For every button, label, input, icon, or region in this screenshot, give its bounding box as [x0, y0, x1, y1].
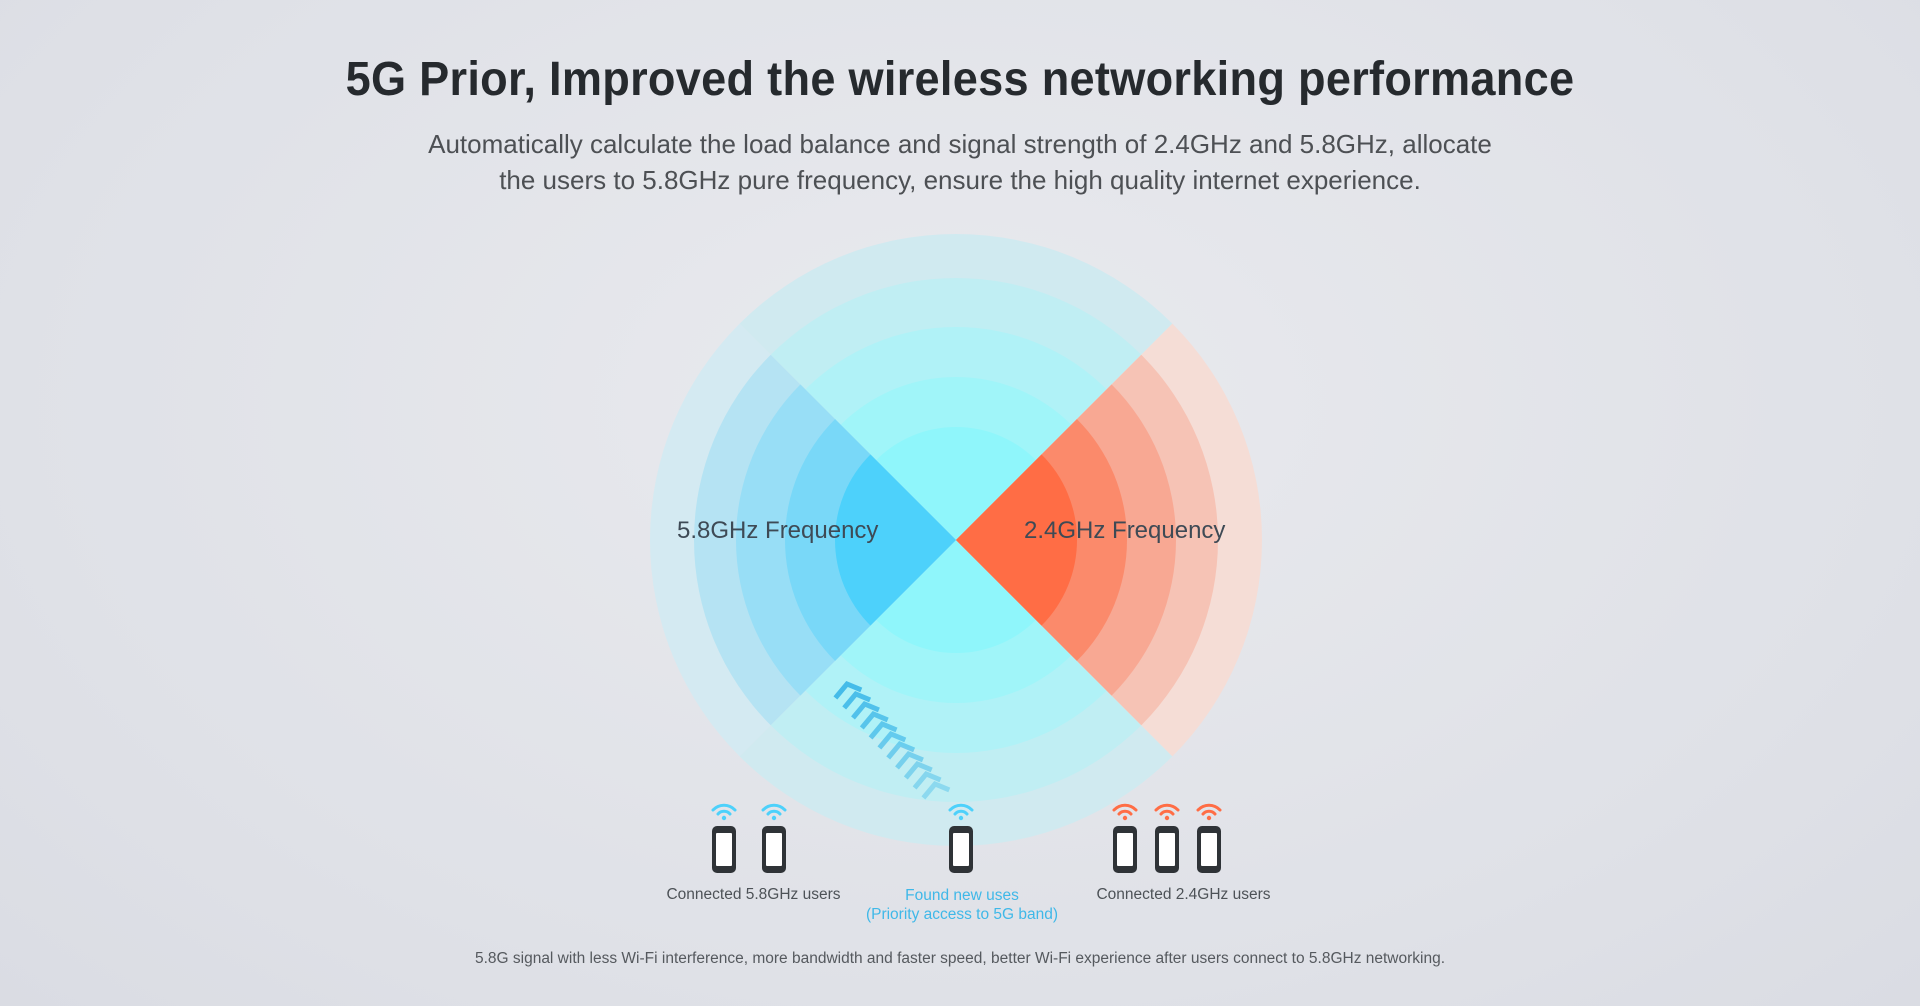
phone-icon: [1154, 803, 1180, 873]
label-24-frequency: 2.4GHz Frequency: [1024, 517, 1226, 544]
phone-icon: [711, 803, 737, 873]
subtitle-line-1: Automatically calculate the load balance…: [428, 129, 1492, 159]
chevron-icon: [877, 730, 907, 750]
phone-icon: [948, 803, 974, 873]
chevron-icon: [868, 720, 898, 740]
chevron-icon: [842, 690, 872, 710]
chevron-icon: [833, 680, 863, 700]
priority-arrow: [833, 680, 951, 800]
chevron-icon: [921, 780, 951, 800]
users-24-label: Connected 2.4GHz users: [1096, 886, 1271, 903]
band-58-quadrant: [650, 234, 956, 846]
wifi-icon: [761, 803, 787, 821]
wifi-icon: [711, 803, 737, 821]
users-new-label-line-2: (Priority access to 5G band): [865, 906, 1059, 923]
page-subtitle: Automatically calculate the load balance…: [380, 126, 1540, 198]
users-58-label: Connected 5.8GHz users: [666, 886, 841, 903]
phone-icon: [1196, 803, 1222, 873]
page-title: 5G Prior, Improved the wireless networki…: [345, 53, 1575, 106]
footnote: 5.8G signal with less Wi-Fi interference…: [474, 950, 1446, 967]
users-24-group: [1112, 803, 1222, 873]
chevron-icon: [859, 710, 889, 730]
chevron-icon: [851, 700, 880, 720]
users-58-group: [711, 803, 787, 873]
wifi-icon: [1196, 803, 1222, 821]
subtitle-line-2: the users to 5.8GHz pure frequency, ensu…: [499, 165, 1421, 195]
wifi-icon: [1154, 803, 1180, 821]
users-new-group: [948, 803, 974, 873]
chevron-icon: [886, 740, 916, 760]
users-new-label: Found new uses (Priority access to 5G ba…: [842, 886, 1082, 924]
wifi-icon: [948, 803, 974, 821]
label-58-frequency: 5.8GHz Frequency: [677, 517, 879, 544]
phone-icon: [1112, 803, 1138, 873]
chevron-icon: [912, 770, 942, 790]
band-24-quadrant: [956, 234, 1262, 846]
phone-icon: [761, 803, 787, 873]
chevron-icon: [895, 750, 924, 770]
chevron-icon: [903, 760, 933, 780]
wifi-icon: [1112, 803, 1138, 821]
users-new-label-line-1: Found new uses: [905, 887, 1019, 904]
